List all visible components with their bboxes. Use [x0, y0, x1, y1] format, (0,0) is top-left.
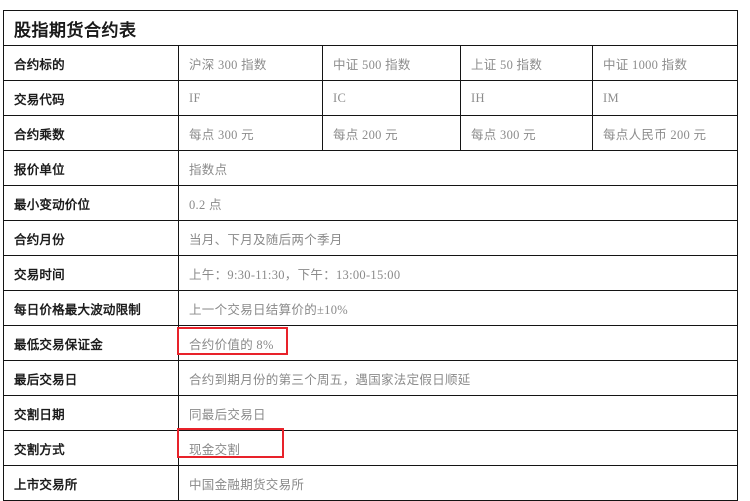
table-row: 最低交易保证金 合约价值的 8% [3, 325, 739, 361]
table-row: 每日价格最大波动限制 上一个交易日结算价的±10% [3, 290, 739, 326]
row-value: 当月、下月及随后两个季月 [177, 220, 739, 256]
stock-index-futures-contract-table: 股指期货合约表 合约标的 沪深 300 指数 中证 500 指数 上证 50 指… [2, 10, 739, 501]
row-value: IC [322, 80, 461, 116]
table-row: 合约标的 沪深 300 指数 中证 500 指数 上证 50 指数 中证 100… [3, 45, 739, 81]
row-value: 中国金融期货交易所 [177, 465, 739, 501]
row-value: 0.2 点 [177, 185, 739, 221]
row-value: 上一个交易日结算价的±10% [177, 290, 739, 326]
row-value: IF [178, 80, 323, 116]
row-label: 交易代码 [3, 80, 179, 116]
row-value: 每点 300 元 [460, 115, 593, 151]
row-label: 合约乘数 [3, 115, 179, 151]
row-label: 合约标的 [3, 45, 179, 81]
table-title-row: 股指期货合约表 [2, 10, 739, 46]
row-value: 合约到期月份的第三个周五，遇国家法定假日顺延 [177, 360, 739, 396]
table-row: 合约乘数 每点 300 元 每点 200 元 每点 300 元 每点人民币 20… [3, 115, 739, 151]
row-value-highlighted: 合约价值的 8% [177, 325, 739, 361]
table-row: 交割方式 现金交割 [3, 430, 739, 466]
table-row: 交易时间 上午：9:30-11:30，下午：13:00-15:00 [3, 255, 739, 291]
row-label: 合约月份 [3, 220, 179, 256]
row-value: IH [460, 80, 593, 116]
table-row: 上市交易所 中国金融期货交易所 [3, 465, 739, 501]
row-value: 上证 50 指数 [460, 45, 593, 81]
row-label: 交割方式 [3, 430, 179, 466]
row-value: 沪深 300 指数 [178, 45, 323, 81]
row-label: 最后交易日 [3, 360, 179, 396]
table-row: 报价单位 指数点 [3, 150, 739, 186]
table-row: 最后交易日 合约到期月份的第三个周五，遇国家法定假日顺延 [3, 360, 739, 396]
page-title: 股指期货合约表 [2, 10, 739, 46]
row-value-highlighted: 现金交割 [177, 430, 739, 466]
row-value: 中证 500 指数 [322, 45, 461, 81]
row-value: 同最后交易日 [177, 395, 739, 431]
row-value: 指数点 [177, 150, 739, 186]
row-value: 上午：9:30-11:30，下午：13:00-15:00 [177, 255, 739, 291]
row-value: 每点 200 元 [322, 115, 461, 151]
row-value: 每点人民币 200 元 [591, 115, 739, 151]
row-label: 交割日期 [3, 395, 179, 431]
row-label: 最小变动价位 [3, 185, 179, 221]
table-row: 交割日期 同最后交易日 [3, 395, 739, 431]
row-label: 报价单位 [3, 150, 179, 186]
table-row: 合约月份 当月、下月及随后两个季月 [3, 220, 739, 256]
row-value: IM [591, 80, 739, 116]
row-label: 每日价格最大波动限制 [3, 290, 179, 326]
row-value: 中证 1000 指数 [591, 45, 739, 81]
row-label: 最低交易保证金 [3, 325, 179, 361]
row-value: 每点 300 元 [178, 115, 323, 151]
row-label: 交易时间 [3, 255, 179, 291]
table-row: 最小变动价位 0.2 点 [3, 185, 739, 221]
table-row: 交易代码 IF IC IH IM [3, 80, 739, 116]
row-label: 上市交易所 [3, 465, 179, 501]
